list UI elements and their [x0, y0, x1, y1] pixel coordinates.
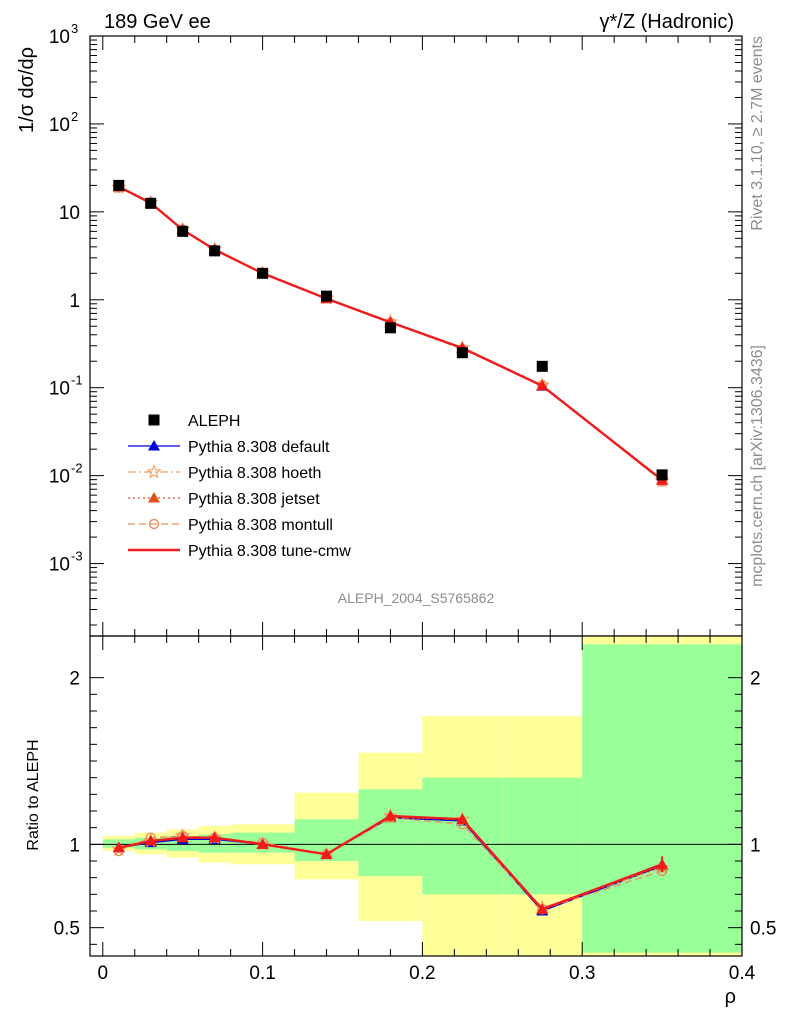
legend-label: Pythia 8.308 hoeth [188, 465, 321, 482]
band-inner [502, 777, 583, 895]
main-ytick-label: 10 -1 [49, 373, 83, 400]
data-points-aleph [113, 179, 668, 481]
data-point [209, 245, 221, 257]
series-point [536, 379, 549, 391]
data-point [656, 469, 668, 481]
ratio-series-point [456, 813, 469, 824]
legend-marker [148, 414, 160, 426]
main-series-group [111, 179, 670, 488]
ratio-series-point [208, 831, 221, 843]
legend-marker [148, 492, 160, 503]
ratio-xtick-label: 0.2 [409, 963, 435, 984]
data-point [113, 179, 125, 191]
ratio-ytick-label-right: 1 [750, 835, 761, 856]
ratio-bands [102, 636, 742, 956]
series-line [118, 186, 663, 482]
legend-marker [148, 518, 160, 530]
main-ytick-label-base: 10 [49, 467, 70, 488]
legend: ALEPH Pythia 8.308 default Pythia 8.308 ho… [128, 413, 351, 560]
ratio-ylabel: Ratio to ALEPH [25, 739, 42, 850]
ratio-ytick-label: 1 [69, 835, 80, 856]
main-ytick-label-text: 10 [59, 203, 80, 224]
main-ytick-label-exp: -2 [71, 461, 83, 476]
series-line [118, 186, 663, 482]
data-point [177, 225, 189, 237]
data-point [536, 360, 548, 372]
data-point [145, 197, 157, 209]
legend-marker [146, 463, 162, 479]
legend-label: Pythia 8.308 montull [188, 517, 333, 534]
ratio-series-line [118, 814, 663, 911]
legend-item: Pythia 8.308 tune-cmw [128, 543, 351, 560]
data-point [456, 347, 468, 359]
ratio-ytick-label: 2 [69, 669, 80, 690]
legend-marker [148, 440, 160, 451]
series-line [118, 187, 663, 482]
ratio-series-point [384, 810, 397, 821]
ratio-series-point [536, 903, 549, 914]
main-ytick-label: 10 3 [49, 21, 78, 48]
legend-item: Pythia 8.308 montull [128, 517, 333, 534]
ratio-xtick-label: 0.3 [569, 963, 595, 984]
legend-item: ALEPH [148, 413, 240, 430]
ratio-series-point [112, 841, 125, 853]
main-ytick-label-exp: -3 [71, 549, 83, 564]
header-left: 189 GeV ee [104, 11, 211, 33]
legend-label: ALEPH [188, 413, 240, 430]
legend-item: Pythia 8.308 hoeth [128, 463, 321, 482]
ratio-series-point [320, 848, 333, 859]
main-ytick-label-text: 1 [69, 291, 80, 312]
ratio-ytick-label-right: 0.5 [750, 919, 776, 940]
ratio-series-group [111, 807, 670, 916]
ratio-series-point [176, 831, 189, 843]
main-ytick-label-exp: -1 [71, 373, 83, 388]
band-inner [422, 777, 503, 895]
main-ytick-label-base: 10 [49, 555, 70, 576]
main-ytick-label-base: 10 [49, 115, 70, 136]
series-line [118, 185, 663, 482]
legend-item: Pythia 8.308 jetset [128, 491, 320, 508]
ratio-series-point [256, 838, 269, 849]
band-inner [582, 644, 742, 953]
main-ytick-label-exp: 2 [71, 109, 78, 124]
legend-label: Pythia 8.308 tune-cmw [188, 543, 351, 560]
legend-label: Pythia 8.308 jetset [188, 491, 320, 508]
ratio-xtick-label: 0.4 [729, 963, 756, 984]
main-ytick-label-base: 10 [49, 379, 70, 400]
band-inner [358, 789, 423, 876]
mcplots-label: mcplots.cern.ch [arXiv:1306.3436] [749, 345, 766, 587]
main-ylabel: 1/σ dσ/dρ [16, 47, 38, 133]
ratio-xtick-label: 0.1 [249, 963, 275, 984]
ratio-ytick-label-right: 2 [750, 669, 761, 690]
series-line [118, 186, 663, 482]
ratio-panel: 0.5 0.5 1 1 2 2 0 0.1 0.2 0.3 0.4 [54, 635, 776, 984]
ratio-series-point [144, 835, 157, 846]
main-ytick-label: 1 [69, 291, 80, 312]
main-ytick-label: 10 -3 [49, 549, 83, 576]
main-ytick-label: 10 2 [49, 109, 78, 136]
main-ytick-label-base: 10 [49, 27, 70, 48]
data-point [257, 267, 269, 279]
data-point [384, 322, 396, 334]
ratio-axes: 0.5 0.5 1 1 2 2 0 0.1 0.2 0.3 0.4 [54, 635, 776, 984]
ratio-ytick-label: 0.5 [54, 919, 80, 940]
rivet-label: Rivet 3.1.10, ≥ 2.7M events [749, 36, 766, 231]
data-point [321, 290, 333, 302]
main-ytick-label-exp: 3 [71, 21, 78, 36]
legend-label: Pythia 8.308 default [188, 439, 330, 456]
ratio-xtick-label: 0 [97, 963, 108, 984]
xlabel: ρ [725, 986, 736, 1008]
main-ytick-label: 10 [59, 203, 80, 224]
legend-item: Pythia 8.308 default [128, 439, 330, 456]
ratio-series-tune-cmw [112, 810, 669, 914]
main-ytick-label: 10 -2 [49, 461, 83, 488]
header-right: γ*/Z (Hadronic) [600, 11, 734, 33]
ratio-frame [89, 635, 743, 957]
analysis-label: ALEPH_2004_S5765862 [338, 590, 495, 606]
